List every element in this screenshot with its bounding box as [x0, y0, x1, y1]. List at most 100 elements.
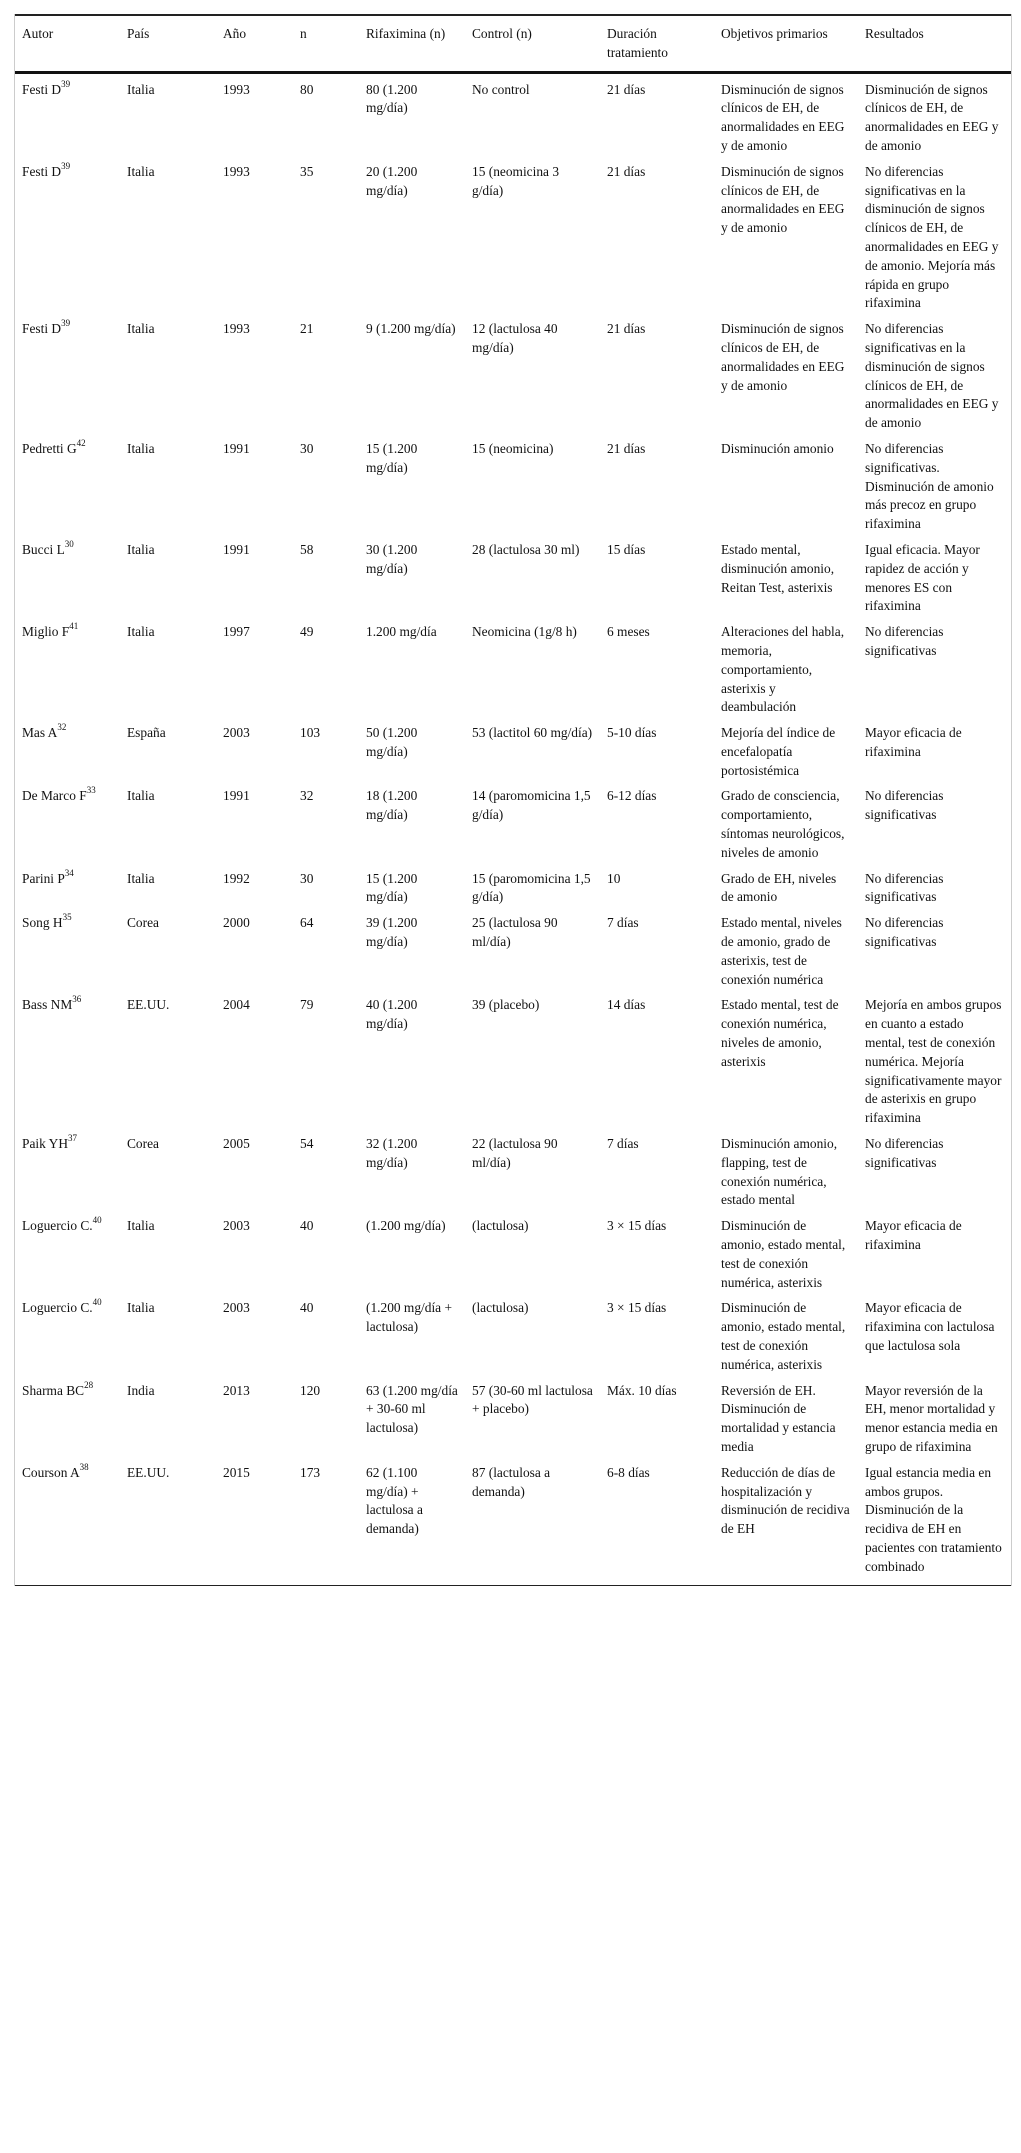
- cell-objetivos: Disminución de signos clínicos de EH, de…: [721, 321, 845, 393]
- cell-duracion: 15 días: [607, 541, 646, 557]
- cell-pais: Italia: [127, 870, 155, 886]
- table-row: Bass NM36 EE.UU. 2004 79 40 (1.200 mg/día) 39…: [15, 989, 1011, 1128]
- cell-objetivos: Disminución de signos clínicos de EH, de…: [721, 81, 845, 153]
- cell-pais: Italia: [127, 541, 155, 557]
- author-name: Pedretti G: [22, 440, 77, 456]
- cell-rifaximina: (1.200 mg/día): [366, 1218, 446, 1234]
- table-row: Festi D39 Italia 1993 21 9 (1.200 mg/día) 12 …: [15, 313, 1011, 433]
- column-header-pais: País: [127, 26, 150, 41]
- reference-number: 28: [84, 1379, 94, 1390]
- table-row: Courson A38 EE.UU. 2015 173 62 (1.100 mg/día…: [15, 1457, 1011, 1586]
- cell-pais: Italia: [127, 321, 155, 337]
- cell-duracion: 7 días: [607, 1136, 639, 1152]
- reference-number: 40: [92, 1297, 102, 1308]
- reference-number: 41: [69, 621, 79, 632]
- cell-n: 103: [300, 725, 321, 741]
- cell-resultados: Mayor eficacia de rifaximina: [865, 725, 962, 759]
- cell-resultados: Mejoría en ambos grupos en cuanto a esta…: [865, 997, 1002, 1126]
- cell-control: 15 (neomicina): [472, 440, 554, 456]
- cell-n: 79: [300, 997, 314, 1013]
- cell-resultados: Igual estancia media en ambos grupos. Di…: [865, 1464, 1002, 1574]
- cell-control: (lactulosa): [472, 1300, 529, 1316]
- cell-duracion: 21 días: [607, 440, 646, 456]
- cell-rifaximina: 80 (1.200 mg/día): [366, 81, 418, 116]
- cell-rifaximina: 18 (1.200 mg/día): [366, 788, 418, 823]
- cell-resultados: Mayor reversión de la EH, menor mortalid…: [865, 1382, 998, 1454]
- cell-n: 80: [300, 81, 314, 97]
- cell-autor: Parini P34: [15, 863, 120, 908]
- cell-anio: 2003: [223, 1300, 250, 1316]
- author-name: Bucci L: [22, 541, 65, 557]
- author-name: Mas A: [22, 725, 58, 741]
- cell-anio: 2005: [223, 1136, 250, 1152]
- cell-pais: España: [127, 725, 166, 741]
- table-row: Paik YH37 Corea 2005 54 32 (1.200 mg/día) 22 …: [15, 1128, 1011, 1210]
- table-row: Parini P34 Italia 1992 30 15 (1.200 mg/día) 1…: [15, 863, 1011, 908]
- cell-pais: Corea: [127, 1136, 159, 1152]
- cell-control: 15 (neomicina 3 g/día): [472, 163, 560, 198]
- column-header-autor: Autor: [22, 26, 54, 41]
- cell-n: 49: [300, 624, 314, 640]
- cell-resultados: No diferencias significativas en la dism…: [865, 321, 999, 431]
- cell-autor: Festi D39: [15, 156, 120, 313]
- reference-number: 35: [62, 912, 72, 923]
- cell-n: 40: [300, 1218, 314, 1234]
- cell-anio: 1991: [223, 788, 250, 804]
- cell-duracion: 6-8 días: [607, 1464, 650, 1480]
- cell-autor: Paik YH37: [15, 1128, 120, 1210]
- author-name: Miglio F: [22, 624, 70, 640]
- author-name: Loguercio C.: [22, 1218, 93, 1234]
- cell-duracion: 3 × 15 días: [607, 1300, 667, 1316]
- cell-control: 22 (lactulosa 90 ml/día): [472, 1136, 558, 1170]
- cell-pais: Italia: [127, 1300, 155, 1316]
- author-name: De Marco F: [22, 788, 87, 804]
- cell-n: 21: [300, 321, 314, 337]
- author-name: Bass NM: [22, 997, 73, 1013]
- cell-control: Neomicina (1g/8 h): [472, 624, 577, 640]
- cell-duracion: 21 días: [607, 163, 646, 179]
- cell-autor: Bass NM36: [15, 989, 120, 1128]
- author-name: Courson A: [22, 1464, 80, 1480]
- cell-n: 58: [300, 541, 314, 557]
- cell-objetivos: Disminución de amonio, estado mental, te…: [721, 1300, 846, 1372]
- cell-anio: 2004: [223, 997, 250, 1013]
- cell-duracion: 21 días: [607, 321, 646, 337]
- table-row: Sharma BC28 India 2013 120 63 (1.200 mg/día …: [15, 1375, 1011, 1457]
- cell-rifaximina: 39 (1.200 mg/día): [366, 915, 418, 950]
- cell-control: 25 (lactulosa 90 ml/día): [472, 915, 558, 950]
- cell-n: 173: [300, 1464, 321, 1480]
- column-header-objetivos: Objetivos primarios: [721, 26, 828, 41]
- cell-rifaximina: 62 (1.100 mg/día) + lactulosa a demanda): [366, 1464, 423, 1537]
- cell-anio: 1993: [223, 163, 250, 179]
- cell-anio: 1993: [223, 321, 250, 337]
- cell-n: 54: [300, 1136, 314, 1152]
- cell-objetivos: Disminución amonio, flapping, test de co…: [721, 1136, 838, 1208]
- cell-n: 32: [300, 788, 314, 804]
- cell-pais: Italia: [127, 1218, 155, 1234]
- table-header-row: Autor País Año n Rifaximina (n) Control (n) Du…: [15, 15, 1011, 73]
- cell-anio: 1992: [223, 870, 250, 886]
- column-header-duracion: Duración tratamiento: [607, 26, 668, 60]
- cell-n: 64: [300, 915, 314, 931]
- table-row: Loguercio C.40 Italia 2003 40 (1.200 mg/día)…: [15, 1210, 1011, 1292]
- reference-number: 39: [61, 318, 71, 329]
- column-header-n: n: [300, 26, 307, 41]
- cell-control: No control: [472, 81, 530, 97]
- cell-n: 30: [300, 440, 314, 456]
- cell-duracion: 21 días: [607, 81, 646, 97]
- cell-autor: Song H35: [15, 907, 120, 989]
- cell-pais: India: [127, 1382, 155, 1398]
- cell-autor: Mas A32: [15, 717, 120, 780]
- cell-control: 12 (lactulosa 40 mg/día): [472, 321, 558, 355]
- table-row: Loguercio C.40 Italia 2003 40 (1.200 mg/día …: [15, 1292, 1011, 1374]
- cell-rifaximina: 30 (1.200 mg/día): [366, 541, 418, 576]
- cell-anio: 1993: [223, 81, 250, 97]
- cell-resultados: Disminución de signos clínicos de EH, de…: [865, 81, 999, 153]
- cell-resultados: No diferencias significativas: [865, 870, 944, 905]
- cell-anio: 2000: [223, 915, 250, 931]
- table-row: Pedretti G42 Italia 1991 30 15 (1.200 mg/día…: [15, 433, 1011, 534]
- cell-duracion: 14 días: [607, 997, 646, 1013]
- cell-control: 28 (lactulosa 30 ml): [472, 541, 580, 557]
- cell-objetivos: Disminución de amonio, estado mental, te…: [721, 1218, 846, 1290]
- cell-anio: 1997: [223, 624, 250, 640]
